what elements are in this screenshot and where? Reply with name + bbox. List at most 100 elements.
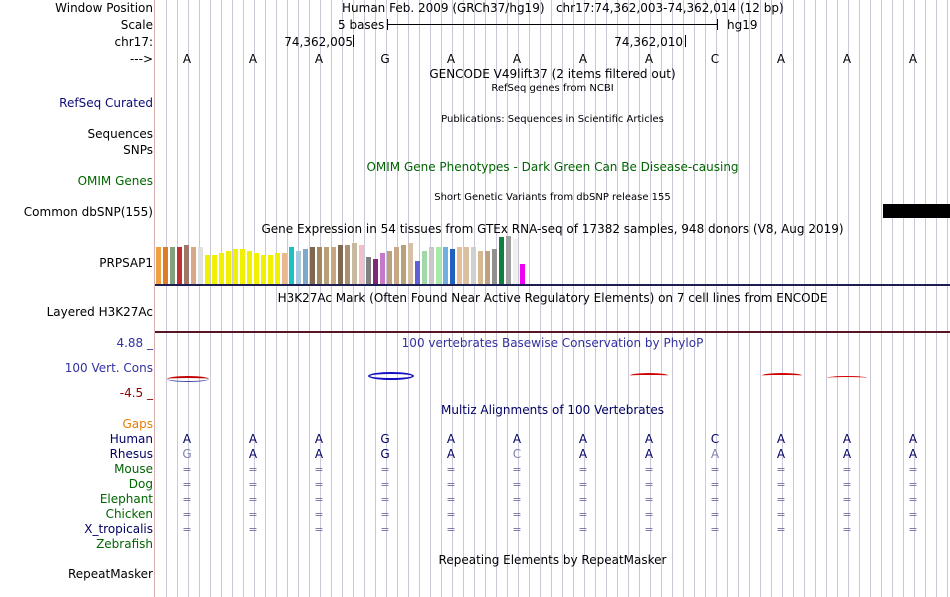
gtex-bar-chart[interactable] bbox=[155, 236, 555, 284]
sequences-label[interactable]: Sequences bbox=[87, 127, 153, 141]
gtex-tissue-bar[interactable] bbox=[387, 251, 392, 284]
gtex-tissue-bar[interactable] bbox=[282, 253, 287, 284]
gtex-tissue-bar[interactable] bbox=[464, 247, 469, 284]
species-label-dog[interactable]: Dog bbox=[128, 477, 153, 491]
gtex-tissue-bar[interactable] bbox=[499, 237, 504, 284]
gtex-tissue-bar[interactable] bbox=[177, 247, 182, 284]
species-label-x_tropicalis[interactable]: X_tropicalis bbox=[84, 522, 153, 536]
gtex-tissue-bar[interactable] bbox=[443, 247, 448, 284]
gtex-tissue-bar[interactable] bbox=[506, 236, 511, 284]
gtex-tissue-bar[interactable] bbox=[394, 247, 399, 284]
gtex-tissue-bar[interactable] bbox=[212, 255, 217, 284]
dbsnp-variant-block[interactable] bbox=[883, 204, 950, 218]
h3k27ac-label[interactable]: Layered H3K27Ac bbox=[46, 305, 153, 319]
gtex-tissue-bar[interactable] bbox=[429, 247, 434, 284]
gtex-tissue-bar[interactable] bbox=[450, 249, 455, 284]
alignment-base: = bbox=[776, 493, 786, 506]
gtex-tissue-bar[interactable] bbox=[317, 247, 322, 284]
gtex-tissue-bar[interactable] bbox=[478, 251, 483, 284]
sequence-base: A bbox=[182, 52, 192, 66]
alignment-base: = bbox=[710, 508, 720, 521]
grid-line bbox=[485, 0, 486, 597]
gtex-tissue-bar[interactable] bbox=[261, 255, 266, 284]
sequence-base: A bbox=[248, 52, 258, 66]
gtex-tissue-bar[interactable] bbox=[492, 249, 497, 284]
gtex-tissue-bar[interactable] bbox=[457, 247, 462, 284]
phylo-signal-3 bbox=[630, 373, 668, 378]
grid-line bbox=[925, 0, 926, 597]
gtex-tissue-bar[interactable] bbox=[338, 245, 343, 284]
gtex-tissue-bar[interactable] bbox=[156, 247, 161, 284]
gtex-tissue-bar[interactable] bbox=[226, 251, 231, 284]
dbsnp-label[interactable]: Common dbSNP(155) bbox=[23, 205, 153, 219]
gtex-tissue-bar[interactable] bbox=[310, 247, 315, 284]
species-label-elephant[interactable]: Elephant bbox=[99, 492, 153, 506]
gtex-tissue-bar[interactable] bbox=[513, 239, 518, 284]
grid-line bbox=[199, 0, 200, 597]
snps-label[interactable]: SNPs bbox=[123, 143, 153, 157]
gtex-tissue-bar[interactable] bbox=[471, 247, 476, 284]
gtex-tissue-bar[interactable] bbox=[373, 259, 378, 284]
gtex-tissue-bar[interactable] bbox=[408, 243, 413, 284]
gtex-tissue-bar[interactable] bbox=[254, 253, 259, 284]
species-label-chicken[interactable]: Chicken bbox=[105, 507, 153, 521]
gtex-tissue-bar[interactable] bbox=[366, 257, 371, 284]
gtex-tissue-bar[interactable] bbox=[436, 247, 441, 284]
alignment-base: = bbox=[578, 508, 588, 521]
gtex-tissue-bar[interactable] bbox=[401, 245, 406, 284]
alignment-base: = bbox=[380, 523, 390, 536]
coord-2-tick bbox=[685, 35, 686, 47]
grid-line bbox=[551, 0, 552, 597]
alignment-base: = bbox=[842, 478, 852, 491]
gtex-tissue-bar[interactable] bbox=[324, 247, 329, 284]
grid-line bbox=[243, 0, 244, 597]
gtex-tissue-bar[interactable] bbox=[163, 247, 168, 284]
alignment-base: A bbox=[446, 432, 456, 446]
species-label-rhesus[interactable]: Rhesus bbox=[109, 447, 153, 461]
gtex-tissue-bar[interactable] bbox=[198, 247, 203, 284]
gtex-tissue-bar[interactable] bbox=[520, 264, 525, 284]
sequence-base: A bbox=[446, 52, 456, 66]
gtex-tissue-bar[interactable] bbox=[345, 245, 350, 284]
species-label-zebrafish[interactable]: Zebrafish bbox=[96, 537, 153, 551]
gtex-tissue-bar[interactable] bbox=[275, 253, 280, 284]
gtex-tissue-bar[interactable] bbox=[359, 245, 364, 284]
gtex-tissue-bar[interactable] bbox=[233, 249, 238, 284]
refseq-label[interactable]: RefSeq Curated bbox=[59, 96, 153, 110]
gtex-tissue-bar[interactable] bbox=[170, 247, 175, 284]
label-divider bbox=[154, 0, 155, 597]
species-label-mouse[interactable]: Mouse bbox=[114, 462, 153, 476]
omim-track-title: OMIM Gene Phenotypes - Dark Green Can Be… bbox=[366, 160, 739, 174]
gtex-tissue-bar[interactable] bbox=[380, 253, 385, 284]
gtex-tissue-bar[interactable] bbox=[422, 251, 427, 284]
gtex-tissue-bar[interactable] bbox=[296, 251, 301, 284]
gaps-label[interactable]: Gaps bbox=[122, 417, 153, 431]
alignment-base: A bbox=[842, 432, 852, 446]
gtex-tissue-bar[interactable] bbox=[268, 255, 273, 284]
gtex-tissue-bar[interactable] bbox=[331, 247, 336, 284]
grid-line bbox=[331, 0, 332, 597]
coord-1-tick bbox=[353, 35, 354, 47]
gtex-tissue-bar[interactable] bbox=[205, 255, 210, 284]
alignment-base: = bbox=[512, 508, 522, 521]
phylo-signal-4 bbox=[762, 373, 802, 378]
gtex-tissue-bar[interactable] bbox=[485, 251, 490, 284]
gtex-tissue-bar[interactable] bbox=[184, 245, 189, 284]
gtex-tissue-bar[interactable] bbox=[352, 243, 357, 284]
gtex-tissue-bar[interactable] bbox=[415, 261, 420, 284]
repeat-label[interactable]: RepeatMasker bbox=[67, 567, 153, 581]
phylo-label[interactable]: 100 Vert. Cons bbox=[64, 361, 153, 375]
gtex-gene-label[interactable]: PRPSAP1 bbox=[99, 256, 153, 270]
gtex-tissue-bar[interactable] bbox=[303, 249, 308, 284]
omim-label[interactable]: OMIM Genes bbox=[77, 174, 153, 188]
gtex-tissue-bar[interactable] bbox=[247, 251, 252, 284]
dbsnp-track-title: Short Genetic Variants from dbSNP releas… bbox=[434, 192, 671, 203]
gtex-tissue-bar[interactable] bbox=[289, 247, 294, 284]
gtex-tissue-bar[interactable] bbox=[240, 249, 245, 284]
species-label-human[interactable]: Human bbox=[109, 432, 153, 446]
alignment-base: G bbox=[380, 432, 390, 446]
gtex-tissue-bar[interactable] bbox=[219, 253, 224, 284]
alignment-base: = bbox=[248, 463, 258, 476]
gtex-tissue-bar[interactable] bbox=[191, 247, 196, 284]
